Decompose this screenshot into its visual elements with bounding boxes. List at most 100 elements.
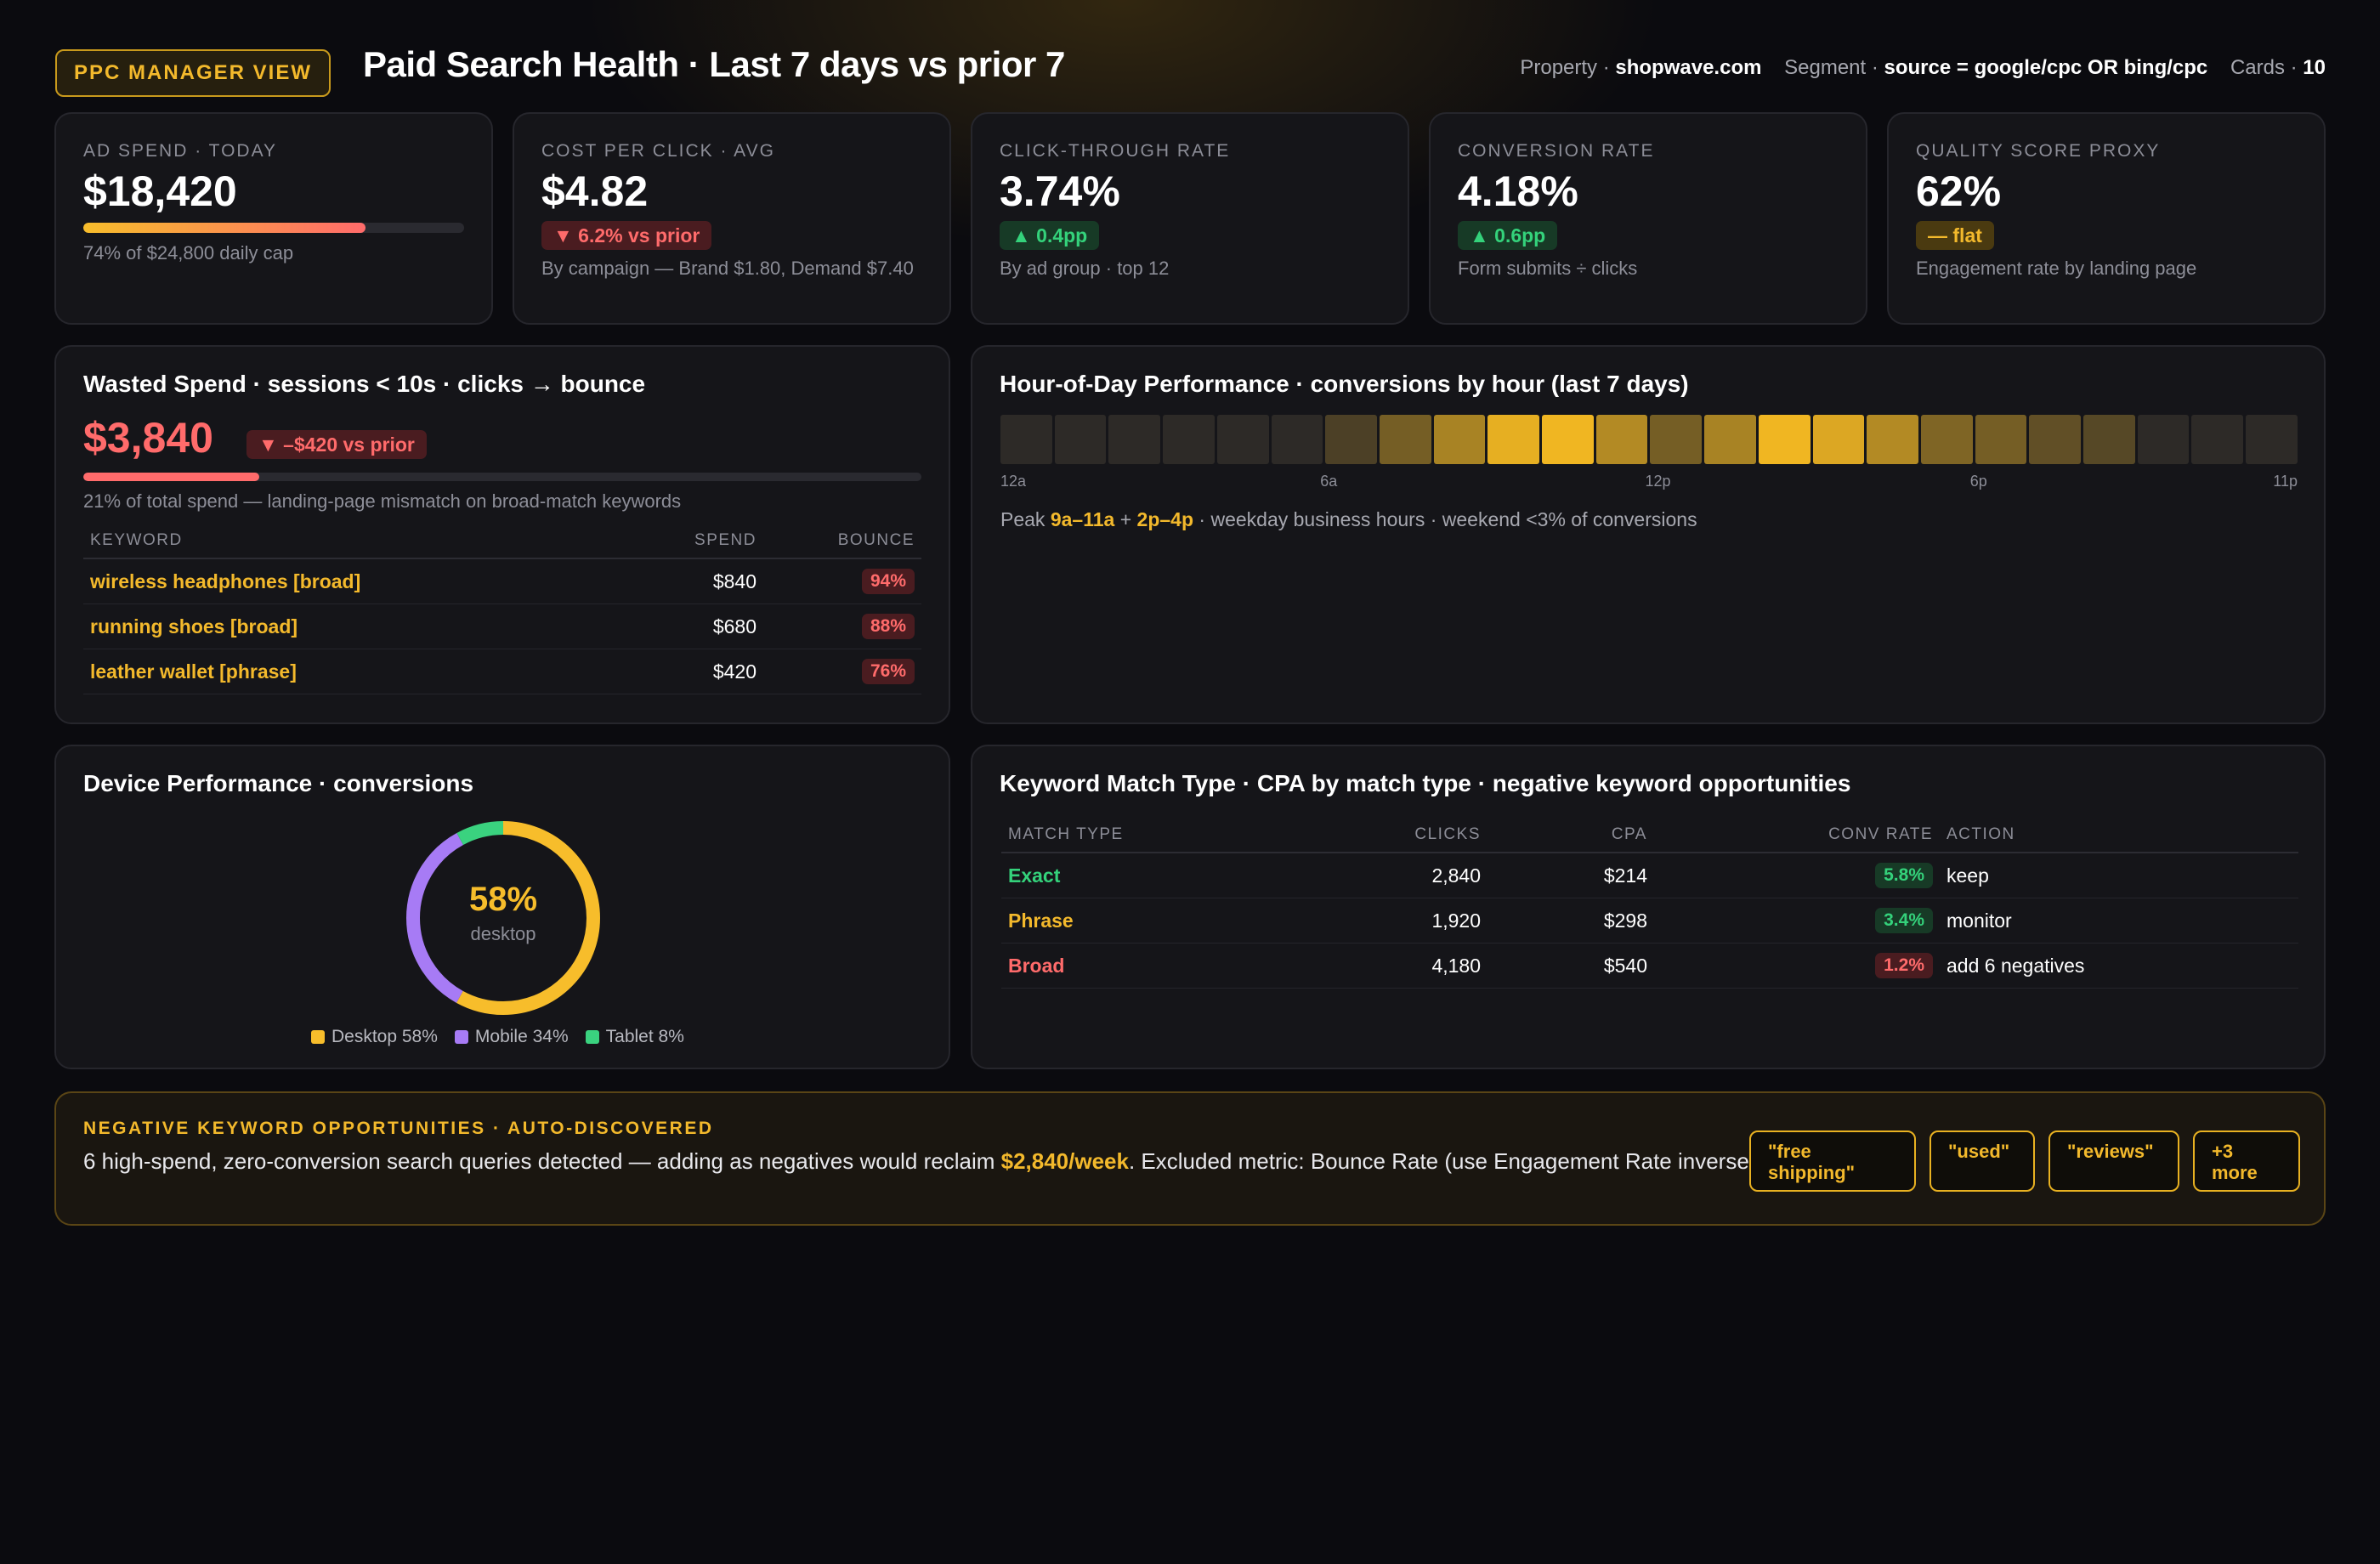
daily-cap-progress (83, 223, 464, 233)
match-type-cell: Broad (1001, 943, 1355, 989)
legend-text: Tablet 8% (605, 1027, 684, 1046)
hour-axis-label: 11p (2273, 473, 2298, 490)
table-row[interactable]: wireless headphones [broad] $840 94% (83, 558, 921, 604)
hour-cell-18[interactable] (1975, 415, 2027, 464)
hour-cell-21[interactable] (2137, 415, 2190, 464)
hour-cell-14[interactable] (1758, 415, 1810, 464)
col-match-type[interactable]: MATCH TYPE (1001, 818, 1355, 853)
hour-cell-11[interactable] (1595, 415, 1648, 464)
legend-swatch (311, 1030, 325, 1044)
legend-text: Mobile 34% (474, 1027, 569, 1046)
col-keyword[interactable]: KEYWORD (83, 524, 631, 559)
kpi-value: $18,420 (83, 167, 237, 215)
kpi-sub: 74% of $24,800 daily cap (83, 242, 294, 264)
negative-keywords-label: NEGATIVE KEYWORD OPPORTUNITIES · AUTO-DI… (83, 1119, 714, 1138)
hour-cell-23[interactable] (2246, 415, 2298, 464)
table-row[interactable]: Broad 4,180 $540 1.2% add 6 negatives (1001, 943, 2298, 989)
col-bounce[interactable]: BOUNCE (763, 524, 921, 559)
negative-chip-more[interactable]: +3 more (2193, 1130, 2300, 1192)
col-clicks[interactable]: CLICKS (1355, 818, 1488, 853)
kpi-sub: By ad group · top 12 (1000, 258, 1170, 279)
property-value[interactable]: shopwave.com (1615, 56, 1762, 79)
col-spend[interactable]: SPEND (631, 524, 763, 559)
hour-cell-15[interactable] (1812, 415, 1865, 464)
table-row[interactable]: Phrase 1,920 $298 3.4% monitor (1001, 898, 2298, 944)
donut-slice-mobile[interactable] (406, 821, 600, 1015)
legend-desktop: Desktop 58% (311, 1027, 438, 1047)
hour-cell-20[interactable] (2083, 415, 2135, 464)
hour-cell-4[interactable] (1216, 415, 1269, 464)
spend-cell: $420 (631, 649, 763, 694)
negative-keywords-text: 6 high-spend, zero-conversion search que… (83, 1148, 1775, 1176)
hour-note-suffix: · weekday business hours · weekend <3% o… (1193, 508, 1697, 530)
match-type-card[interactable]: Keyword Match Type · CPA by match type ·… (971, 745, 2326, 1069)
kpi-label: QUALITY SCORE PROXY (1916, 141, 2161, 161)
hour-cell-1[interactable] (1054, 415, 1107, 464)
hour-note: Peak 9a–11a + 2p–4p · weekday business h… (1000, 508, 1697, 531)
page-title: Paid Search Health · Last 7 days vs prio… (363, 44, 1065, 84)
device-card[interactable]: Device Performance · conversions 58% des… (54, 745, 950, 1069)
wasted-spend-value: $3,840 (83, 414, 213, 462)
action-cell[interactable]: add 6 negatives (1940, 943, 2298, 989)
kpi-label: CLICK-THROUGH RATE (1000, 141, 1231, 161)
col-action[interactable]: ACTION (1940, 818, 2298, 853)
hour-cell-16[interactable] (1867, 415, 1918, 464)
wasted-keyword-table: KEYWORD SPEND BOUNCE wireless headphones… (83, 524, 921, 694)
cards-label: Cards · (2230, 56, 2298, 79)
legend-mobile: Mobile 34% (454, 1027, 569, 1047)
hour-axis-label: 12a (1000, 473, 1027, 490)
hour-cell-3[interactable] (1163, 415, 1215, 464)
cards-value: 10 (2303, 56, 2326, 79)
negatives-text-before: 6 high-spend, zero-conversion search que… (83, 1148, 1001, 1174)
spend-cell: $680 (631, 604, 763, 649)
kpi-sub: Engagement rate by landing page (1916, 258, 2197, 279)
wasted-spend-card[interactable]: Wasted Spend · sessions < 10s · clicks →… (54, 345, 950, 724)
hour-cell-2[interactable] (1108, 415, 1161, 464)
hour-cell-22[interactable] (2191, 415, 2244, 464)
property-label: Property · (1520, 56, 1610, 79)
action-cell[interactable]: monitor (1940, 898, 2298, 944)
kpi-sub: Form submits ÷ clicks (1458, 258, 1638, 279)
col-conv-rate[interactable]: CONV RATE (1654, 818, 1940, 853)
reclaim-amount: $2,840/week (1000, 1148, 1129, 1174)
table-row[interactable]: Exact 2,840 $214 5.8% keep (1001, 853, 2298, 898)
negative-chip-used[interactable]: "used" (1930, 1130, 2035, 1192)
conv-rate-badge: 3.4% (1875, 908, 1933, 933)
kpi-value: 4.18% (1458, 167, 1578, 215)
table-row[interactable]: leather wallet [phrase] $420 76% (83, 649, 921, 694)
wasted-spend-delta: ▼ –$420 vs prior (246, 430, 427, 459)
hour-cell-10[interactable] (1542, 415, 1594, 464)
table-row[interactable]: running shoes [broad] $680 88% (83, 604, 921, 649)
hour-of-day-card[interactable]: Hour-of-Day Performance · conversions by… (971, 345, 2326, 724)
negative-chip-reviews[interactable]: "reviews" (2048, 1130, 2179, 1192)
bounce-badge: 88% (861, 614, 915, 639)
kpi-card-conversion-rate[interactable]: CONVERSION RATE 4.18% ▲ 0.6pp Form submi… (1429, 112, 1867, 325)
view-badge[interactable]: PPC MANAGER VIEW (55, 49, 331, 97)
kpi-card-quality-score[interactable]: QUALITY SCORE PROXY 62% — flat Engagemen… (1887, 112, 2326, 325)
hour-cell-5[interactable] (1271, 415, 1323, 464)
action-cell[interactable]: keep (1940, 853, 2298, 898)
keyword-cell: leather wallet [phrase] (83, 649, 631, 694)
segment-value[interactable]: source = google/cpc OR bing/cpc (1884, 56, 2208, 79)
hour-cell-7[interactable] (1379, 415, 1431, 464)
hour-cell-17[interactable] (1920, 415, 1973, 464)
hour-cell-8[interactable] (1433, 415, 1486, 464)
kpi-card-ctr[interactable]: CLICK-THROUGH RATE 3.74% ▲ 0.4pp By ad g… (971, 112, 1409, 325)
donut-slice-tablet[interactable] (406, 821, 600, 1015)
negative-keywords-banner: NEGATIVE KEYWORD OPPORTUNITIES · AUTO-DI… (54, 1091, 2326, 1226)
kpi-card-ad-spend[interactable]: AD SPEND · TODAY $18,420 74% of $24,800 … (54, 112, 493, 325)
hour-cell-19[interactable] (2029, 415, 2082, 464)
negative-chip-free-shipping[interactable]: "free shipping" (1749, 1130, 1916, 1192)
hour-cell-13[interactable] (1704, 415, 1756, 464)
daily-cap-progress-fill (83, 223, 366, 233)
hour-cell-12[interactable] (1650, 415, 1703, 464)
hour-cell-9[interactable] (1488, 415, 1540, 464)
negatives-text-after: . Excluded metric: Bounce Rate (use Enga… (1128, 1148, 1763, 1174)
hour-cell-0[interactable] (1000, 415, 1052, 464)
match-type-cell: Phrase (1001, 898, 1355, 944)
kpi-card-cpc[interactable]: COST PER CLICK · AVG $4.82 ▼ 6.2% vs pri… (513, 112, 951, 325)
cpa-cell: $540 (1488, 943, 1654, 989)
hour-cell-6[interactable] (1325, 415, 1377, 464)
header-meta: Property · shopwave.com Segment · source… (1520, 56, 2326, 80)
col-cpa[interactable]: CPA (1488, 818, 1654, 853)
